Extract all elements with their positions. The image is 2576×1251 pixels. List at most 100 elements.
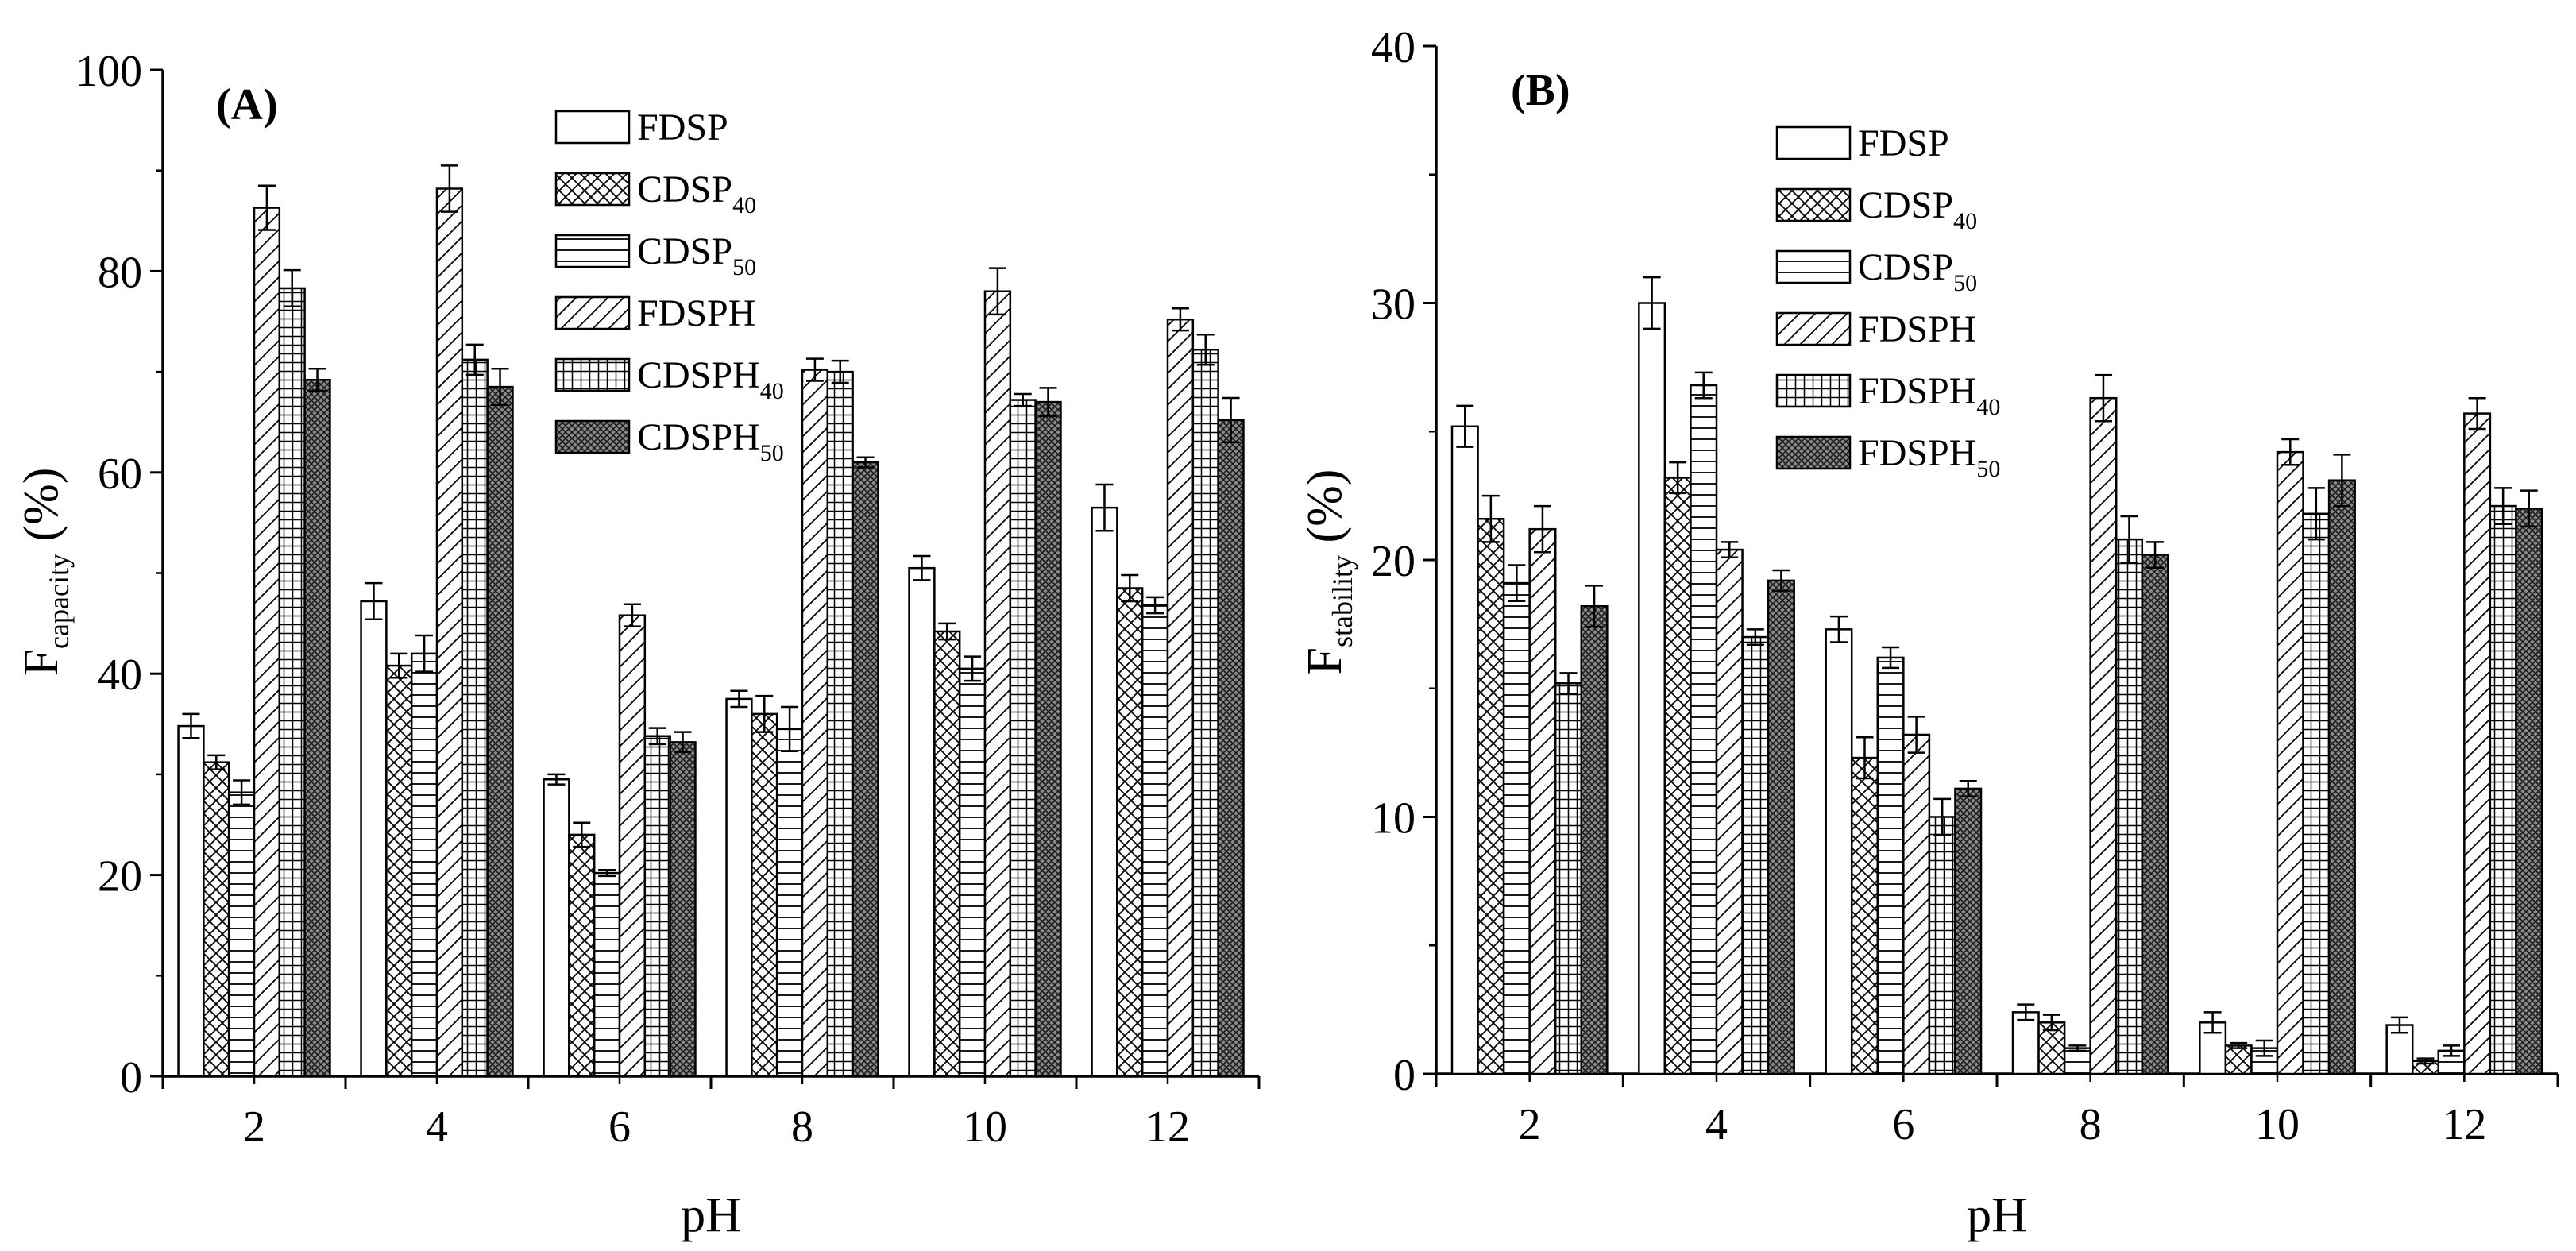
legend-label-FDSPH: FDSPH (1858, 308, 1976, 350)
x-tick-label: 4 (1705, 1100, 1728, 1149)
panel-b-xlabel: pH (1967, 1188, 2027, 1242)
bar-CDSP50 (410, 652, 438, 1078)
bar-CDSP40 (568, 833, 596, 1078)
legend-swatch-CDSPH50 (554, 419, 631, 454)
legend-swatch-FDSPH40 (1775, 373, 1852, 408)
legend-swatch-CDSP50 (554, 234, 631, 268)
bar-FDSP (360, 600, 388, 1078)
bar-FDSPH40 (1741, 635, 1770, 1075)
x-tick-label: 12 (1145, 1102, 1190, 1152)
bar-CDSPH50 (669, 741, 697, 1078)
bar-FDSPH40 (1554, 682, 1583, 1075)
x-tick-label: 6 (608, 1102, 631, 1152)
legend-label-CDSP50: CDSP50 (637, 230, 756, 280)
bar-CDSPH40 (461, 358, 489, 1078)
bar-CDSPH50 (303, 378, 331, 1078)
x-tick-label: 2 (1519, 1100, 1541, 1149)
bar-FDSP (177, 724, 205, 1078)
y-tick-label: 0 (1393, 1051, 1415, 1100)
legend-swatch-FDSP (554, 110, 631, 145)
y-tick-label: 10 (1371, 794, 1415, 844)
bar-CDSP40 (2224, 1044, 2253, 1075)
bar-FDSP (908, 566, 936, 1078)
legend-swatch-CDSP40 (1775, 187, 1852, 222)
bar-FDSPH50 (1954, 787, 1983, 1075)
bar-CDSP50 (1876, 656, 1905, 1075)
x-tick-label: 8 (2080, 1100, 2102, 1149)
bar-CDSPH50 (1034, 400, 1062, 1078)
legend-swatch-FDSPH (554, 295, 631, 330)
bar-FDSPH (2276, 450, 2304, 1075)
bar-FDSP (543, 778, 570, 1078)
x-tick-label: 10 (2255, 1100, 2300, 1149)
legend-swatch-FDSPH50 (1775, 435, 1852, 470)
bar-FDSPH40 (2489, 504, 2517, 1075)
legend-label-CDSP50: CDSP50 (1858, 246, 1977, 296)
legend-swatch-FDSPH (1775, 311, 1852, 346)
legend-label-FDSPH50: FDSPH50 (1858, 432, 2000, 482)
y-tick-label: 40 (1371, 23, 1415, 72)
bar-CDSP50 (1502, 581, 1531, 1075)
bar-CDSP40 (1663, 477, 1692, 1075)
bar-CDSP40 (1850, 756, 1879, 1075)
bar-FDSPH (1166, 318, 1195, 1078)
x-tick-label: 10 (963, 1102, 1007, 1152)
bar-FDSP (1638, 302, 1666, 1075)
bar-CDSP40 (1116, 587, 1144, 1078)
legend-label-CDSP40: CDSP40 (637, 168, 756, 218)
bar-CDSP40 (1477, 517, 1505, 1075)
bar-CDSP50 (2063, 1047, 2091, 1075)
bar-CDSPH40 (826, 370, 854, 1078)
y-tick-label: 100 (75, 47, 142, 96)
panel-b-label: (B) (1511, 66, 1570, 115)
bar-CDSPH50 (852, 461, 879, 1078)
legend-swatch-CDSP50 (1775, 249, 1852, 284)
legend-label-FDSP: FDSP (1858, 122, 1949, 164)
bar-CDSP40 (203, 761, 230, 1078)
bar-FDSPH (253, 207, 281, 1078)
bar-CDSP50 (958, 667, 987, 1078)
y-tick-label: 20 (1371, 537, 1415, 586)
bar-FDSPH (1715, 548, 1744, 1075)
bar-CDSP50 (1690, 384, 1718, 1075)
bar-FDSP (1825, 628, 1853, 1075)
bar-FDSPH (801, 369, 829, 1078)
bar-FDSPH40 (2302, 512, 2331, 1075)
bar-FDSP (1450, 425, 1479, 1075)
bar-FDSP (725, 697, 753, 1078)
bar-CDSPH50 (1217, 419, 1245, 1078)
bar-FDSPH (1528, 527, 1557, 1075)
legend-swatch-CDSP40 (554, 172, 631, 207)
legend-label-FDSP: FDSP (637, 106, 728, 149)
y-tick-label: 80 (98, 248, 142, 297)
legend-swatch-FDSP (1775, 125, 1852, 160)
legend-label-CDSPH40: CDSPH40 (637, 354, 784, 404)
legend-label-CDSPH50: CDSPH50 (637, 416, 784, 466)
legend-label-FDSPH40: FDSPH40 (1858, 370, 2000, 420)
x-tick-label: 4 (426, 1102, 448, 1152)
legend-label-CDSP40: CDSP40 (1858, 184, 1977, 234)
y-tick-label: 60 (98, 450, 142, 499)
bar-FDSPH50 (1767, 579, 1795, 1075)
panel-a-ylabel: Fcapacity (%) (14, 468, 75, 677)
bar-CDSPH40 (1009, 399, 1037, 1078)
bar-FDSPH (2463, 412, 2492, 1075)
panel-a-chart: 0 20 40 60 80 100 2 4 6 8 10 12 FDSP CDSP40 CDSP50 FDSP… (75, 47, 1261, 1152)
bar-CDSP50 (775, 728, 804, 1078)
bar-FDSPH40 (1928, 816, 1956, 1075)
x-tick-label: 6 (1892, 1100, 1914, 1149)
bar-CDSPH40 (643, 735, 671, 1078)
y-tick-label: 0 (120, 1053, 142, 1102)
legend-swatch-CDSPH40 (554, 357, 631, 392)
bar-FDSPH50 (2141, 554, 2169, 1075)
bar-CDSP50 (227, 791, 256, 1078)
bar-FDSP (2011, 1011, 2040, 1075)
bar-FDSPH (2089, 396, 2118, 1075)
bar-FDSPH50 (1580, 604, 1609, 1075)
y-tick-label: 40 (98, 651, 142, 700)
panel-a-xlabel: pH (681, 1188, 741, 1242)
bar-FDSP (1091, 506, 1118, 1078)
bar-CDSP50 (593, 871, 621, 1078)
bar-CDSPH50 (486, 385, 514, 1078)
